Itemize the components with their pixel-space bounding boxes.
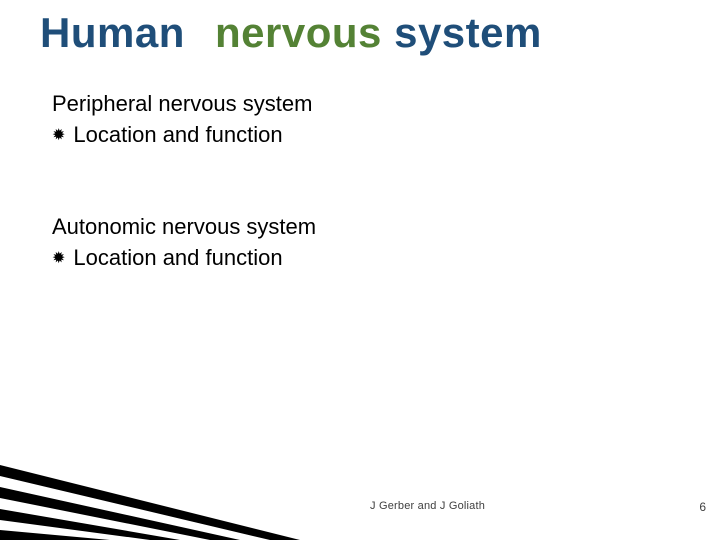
slide-title: Human nervous system: [40, 10, 542, 56]
bullet-text: Location and function: [73, 121, 282, 150]
bullet-icon: ✹: [52, 249, 65, 270]
section-heading: Peripheral nervous system: [52, 90, 316, 119]
footer-credit: J Gerber and J Goliath: [370, 500, 485, 512]
title-word-3: system: [394, 9, 542, 56]
bullet-item: ✹ Location and function: [52, 244, 316, 273]
corner-decoration-icon: [0, 430, 300, 540]
page-number: 6: [699, 500, 706, 514]
bullet-text: Location and function: [73, 244, 282, 273]
bullet-item: ✹ Location and function: [52, 121, 316, 150]
slide-body: Peripheral nervous system ✹ Location and…: [52, 90, 316, 272]
title-word-2: nervous: [215, 9, 382, 56]
section-heading: Autonomic nervous system: [52, 213, 316, 242]
slide: Human nervous system Peripheral nervous …: [0, 0, 720, 540]
bullet-icon: ✹: [52, 126, 65, 147]
title-word-1: Human: [40, 9, 185, 56]
